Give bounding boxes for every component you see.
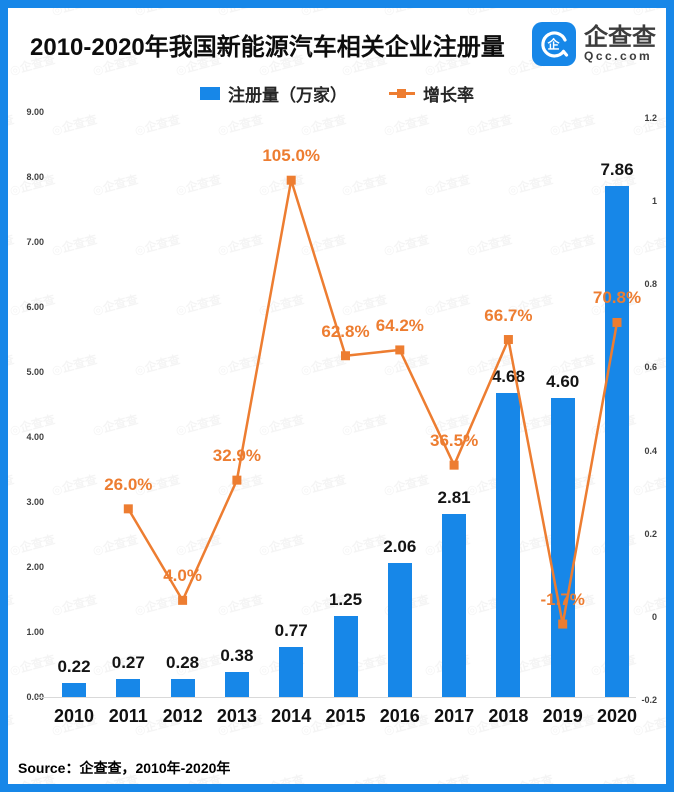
- right-axis-tick: 1.2: [644, 112, 657, 123]
- x-axis-label: 2013: [216, 706, 257, 726]
- left-axis-tick: 0.00: [26, 692, 44, 702]
- x-axis-label: 2015: [325, 706, 366, 726]
- growth-rate-label: 64.2%: [375, 315, 424, 335]
- bar: [496, 392, 521, 697]
- plot-area: 9.00 8.00 7.00 6.00 5.00 4.00 3.00 2.00 1.00 0.00…: [8, 8, 666, 784]
- growth-line-marker: [232, 475, 242, 485]
- left-axis-tick: 7.00: [26, 237, 44, 247]
- page-title: 2010-2020年我国新能源汽车相关企业注册量: [30, 33, 505, 61]
- bar: [333, 615, 358, 697]
- right-axis-tick: -0.2: [641, 695, 657, 706]
- x-axis-label: 2010: [53, 706, 95, 726]
- bar-value-label: 0.22: [57, 656, 91, 676]
- growth-line-marker: [449, 460, 459, 470]
- left-axis-tick: 2.00: [26, 562, 44, 572]
- growth-line: [127, 179, 619, 625]
- bar-value-label: 2.06: [383, 537, 417, 557]
- left-axis-tick: 4.00: [26, 432, 44, 442]
- bar: [279, 646, 304, 697]
- legend-label-growth-rate: 增长率: [423, 85, 474, 105]
- x-axis-line: [36, 697, 636, 698]
- source-note: Source：企查查，2010年-2020年: [18, 760, 231, 776]
- growth-line-marker: [178, 595, 188, 605]
- bar-value-label: 0.77: [274, 620, 308, 640]
- x-axis-label: 2017: [434, 706, 475, 726]
- growth-rate-label: 105.0%: [262, 146, 321, 166]
- growth-rate-label: 36.5%: [429, 431, 479, 451]
- growth-rate-label: 4.0%: [163, 566, 202, 586]
- bar-value-label: 2.81: [437, 488, 471, 508]
- left-axis-tick: 9.00: [26, 107, 44, 117]
- growth-line-marker: [503, 335, 513, 345]
- header: 2010-2020年我国新能源汽车相关企业注册量 企 企查查 Qcc.com: [30, 16, 656, 72]
- right-axis-tick: 1: [651, 196, 657, 206]
- bar: [605, 186, 629, 697]
- growth-rate-label: 70.8%: [592, 288, 642, 308]
- growth-line-marker: [395, 345, 405, 355]
- bar-value-label: 4.68: [491, 366, 525, 386]
- legend-label-registrations: 注册量（万家）: [228, 85, 347, 105]
- growth-line-marker: [123, 504, 133, 514]
- brand-domain: Qcc.com: [584, 49, 653, 64]
- bar-value-label: 1.25: [328, 589, 363, 609]
- bar: [550, 398, 575, 697]
- growth-line-marker: [286, 175, 296, 185]
- bar-value-label: 4.60: [546, 372, 580, 391]
- growth-rate-label: 66.7%: [484, 305, 533, 325]
- growth-rate-label: 32.9%: [212, 446, 261, 466]
- x-axis-label: 2012: [162, 706, 203, 726]
- chart-legend: 注册量（万家） 增长率: [8, 81, 666, 106]
- bar-series-swatch: [200, 86, 220, 100]
- left-axis-tick: 5.00: [26, 367, 44, 377]
- growth-line-marker: [341, 351, 350, 361]
- right-axis-tick: 0.2: [644, 528, 657, 539]
- left-axis-tick: 8.00: [26, 172, 44, 182]
- bar: [62, 682, 86, 697]
- bar: [442, 514, 467, 697]
- right-axis-tick: 0.6: [644, 362, 657, 373]
- x-axis-label: 2019: [542, 706, 583, 726]
- bar: [116, 679, 141, 697]
- svg-text:企: 企: [546, 37, 560, 52]
- right-axis-tick: 0.4: [644, 445, 657, 456]
- bar-value-label: 7.86: [600, 160, 634, 180]
- bar-value-label: 0.28: [166, 652, 200, 672]
- legend-item-registrations: 注册量（万家）: [200, 81, 347, 106]
- brand-name: 企查查: [584, 24, 656, 52]
- left-axis-tick: 3.00: [26, 497, 44, 507]
- line-series-swatch: [389, 87, 415, 100]
- bar-value-label: 0.38: [220, 646, 254, 666]
- legend-item-growth-rate: 增长率: [389, 81, 474, 106]
- growth-rate-label: 62.8%: [321, 321, 370, 341]
- left-axis-tick: 1.00: [26, 627, 44, 637]
- brand-text: 企查查 Qcc.com: [584, 25, 656, 63]
- qcc-logo: 企 企查查 Qcc.com: [532, 22, 656, 66]
- right-axis-tick: 0.8: [644, 279, 657, 290]
- x-axis-label: 2016: [379, 706, 420, 726]
- chart-canvas: ◎企查查 ◎企查查 ◎企查查 ◎企查查 ◎企查查 ◎企查查 ◎企查查 ◎企查查 ◎企查查 ◎企查查…: [8, 8, 666, 784]
- growth-rate-label: -1.7%: [540, 590, 585, 610]
- right-axis-tick: 0: [651, 612, 657, 622]
- x-axis-label: 2011: [108, 706, 148, 726]
- x-axis-label: 2020: [596, 706, 638, 726]
- bar: [387, 563, 412, 697]
- left-axis-tick: 6.00: [26, 302, 44, 312]
- bar: [224, 672, 249, 697]
- x-axis-label: 2014: [271, 706, 312, 726]
- bar-value-label: 0.27: [111, 653, 145, 673]
- qcc-logo-icon: 企: [532, 22, 576, 66]
- x-axis-label: 2018: [488, 706, 529, 726]
- bar: [170, 678, 195, 697]
- line-swatch-marker: [397, 88, 406, 98]
- growth-rate-label: 26.0%: [104, 474, 153, 494]
